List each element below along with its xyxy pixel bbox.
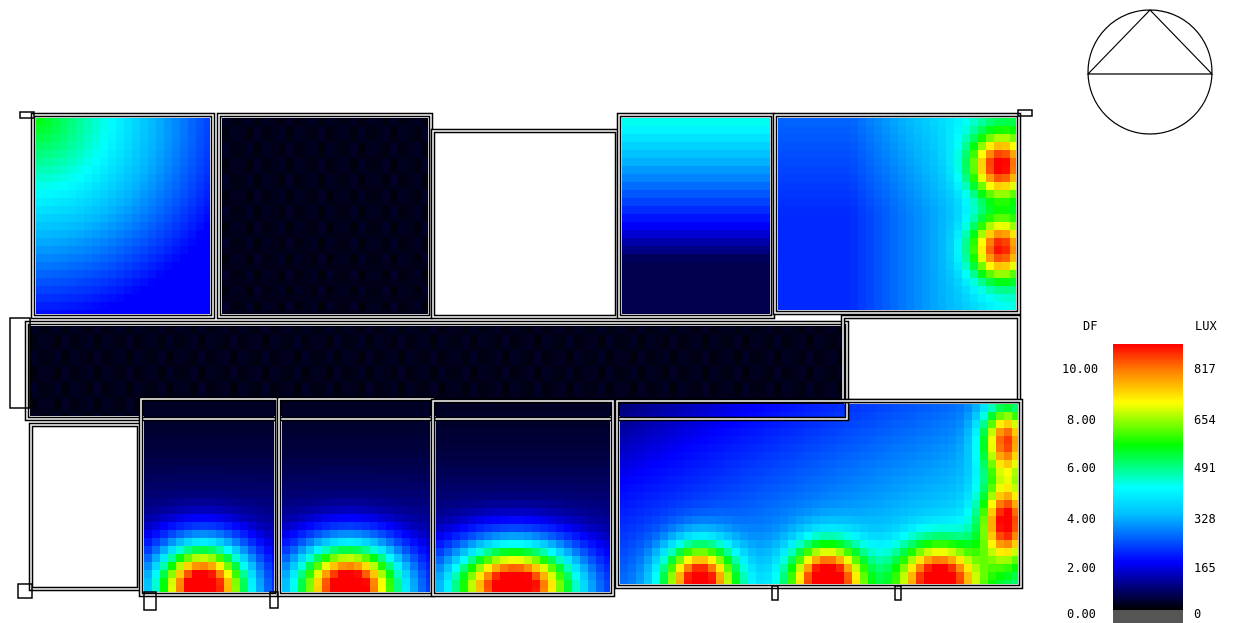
legend-lux-tick: 491 bbox=[1194, 461, 1216, 475]
daylight-heatmap bbox=[30, 118, 1018, 592]
wall-inner-line bbox=[774, 114, 1020, 314]
legend-df-tick: 2.00 bbox=[1067, 561, 1096, 575]
wall-inner-line bbox=[616, 400, 1022, 588]
legend-df-header: DF bbox=[1083, 319, 1098, 333]
room-top-1 bbox=[36, 118, 210, 314]
room-bot-3 bbox=[282, 402, 430, 592]
legend-lux-tick: 817 bbox=[1194, 362, 1216, 376]
legend-df-tick: 6.00 bbox=[1067, 461, 1096, 475]
wall-stub bbox=[19, 111, 35, 119]
legend-df-tick: 10.00 bbox=[1062, 362, 1099, 376]
room-top-5 bbox=[778, 118, 1016, 310]
room-bot-4 bbox=[436, 404, 610, 592]
wall-inner-line bbox=[432, 400, 614, 596]
legend-df-tick: 4.00 bbox=[1067, 512, 1096, 526]
room-top-4 bbox=[622, 118, 770, 314]
legend-lux-tick: 654 bbox=[1194, 413, 1216, 427]
legend-lux-tick: 0 bbox=[1194, 607, 1202, 621]
wall-inner-line bbox=[32, 114, 214, 318]
legend-df-tick: 0.00 bbox=[1067, 607, 1096, 621]
floor-plan-walls bbox=[9, 109, 1033, 611]
color-scale-bar bbox=[1113, 344, 1183, 610]
room-mid-right bbox=[846, 320, 1016, 398]
room-top-3 bbox=[436, 134, 614, 314]
room-bot-5 bbox=[620, 404, 1018, 584]
corridor bbox=[30, 326, 844, 416]
wall-stub bbox=[269, 591, 279, 609]
wall-stub bbox=[771, 585, 779, 601]
color-scale-legend bbox=[1113, 344, 1183, 623]
color-scale-zero-block bbox=[1113, 610, 1183, 623]
legend-lux-tick: 165 bbox=[1194, 561, 1216, 575]
room-top-2 bbox=[222, 118, 428, 314]
legend-lux-tick: 328 bbox=[1194, 512, 1216, 526]
wall-stub bbox=[9, 317, 31, 409]
legend-df-tick: 8.00 bbox=[1067, 413, 1096, 427]
north-arrow-icon bbox=[1086, 9, 1214, 135]
wall-stub bbox=[143, 591, 157, 611]
wall-inner-line bbox=[26, 322, 848, 420]
room-bot-2 bbox=[144, 402, 274, 592]
wall-stub bbox=[894, 585, 902, 601]
wall-stub bbox=[17, 583, 33, 599]
wall-stub bbox=[1017, 109, 1033, 117]
room-bot-1 bbox=[34, 428, 136, 586]
legend-lux-header: LUX bbox=[1195, 319, 1217, 333]
